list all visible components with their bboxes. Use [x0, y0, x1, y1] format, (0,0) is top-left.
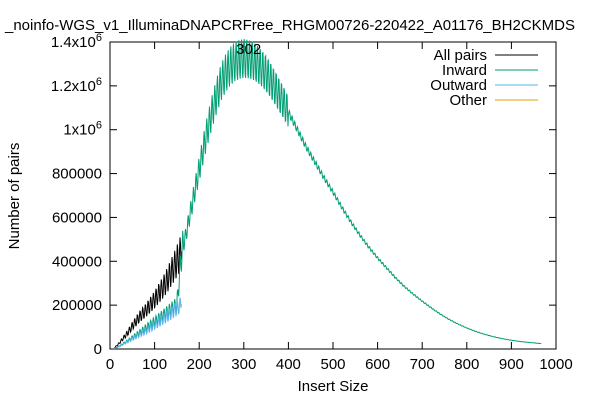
x-tick-label: 300 [231, 356, 256, 373]
x-tick-label: 200 [187, 356, 212, 373]
series-line-all-pairs [114, 237, 182, 349]
y-tick-label: 1.4x106 [51, 32, 102, 51]
y-tick-label: 1.2x106 [51, 76, 102, 95]
x-tick-label: 800 [454, 356, 479, 373]
y-tick-label: 400000 [52, 253, 102, 270]
x-axis-ticks: 0 100 200 300 400 500 600 700 800 900 1000 [106, 42, 573, 373]
legend-label: Outward [430, 77, 487, 94]
x-tick-label: 0 [106, 356, 114, 373]
x-tick-label: 400 [276, 356, 301, 373]
series-line-inward [114, 39, 542, 350]
y-axis-ticks: 0 200000 400000 600000 800000 1x106 1.2x106 1.4… [51, 32, 556, 358]
legend-label: Other [449, 92, 487, 109]
y-tick-label: 600000 [52, 209, 102, 226]
x-tick-label: 100 [142, 356, 167, 373]
y-axis-label: Number of pairs [6, 143, 23, 250]
legend-label: All pairs [434, 47, 487, 64]
x-tick-label: 500 [320, 356, 345, 373]
x-tick-label: 700 [410, 356, 435, 373]
series-layer [114, 39, 542, 350]
x-tick-label: 600 [365, 356, 390, 373]
y-tick-label: 0 [94, 341, 102, 358]
peak-annotation: 302 [236, 41, 261, 58]
chart-title: _noinfo-WGS_v1_IlluminaDNAPCRFree_RHGM00… [4, 17, 575, 34]
x-tick-label: 900 [499, 356, 524, 373]
x-tick-label: 1000 [539, 356, 572, 373]
series-line-outward [114, 297, 182, 350]
y-tick-label: 1x106 [63, 120, 102, 139]
legend-label: Inward [442, 62, 487, 79]
y-tick-label: 800000 [52, 166, 102, 183]
y-tick-label: 200000 [52, 297, 102, 314]
x-axis-label: Insert Size [298, 378, 369, 395]
